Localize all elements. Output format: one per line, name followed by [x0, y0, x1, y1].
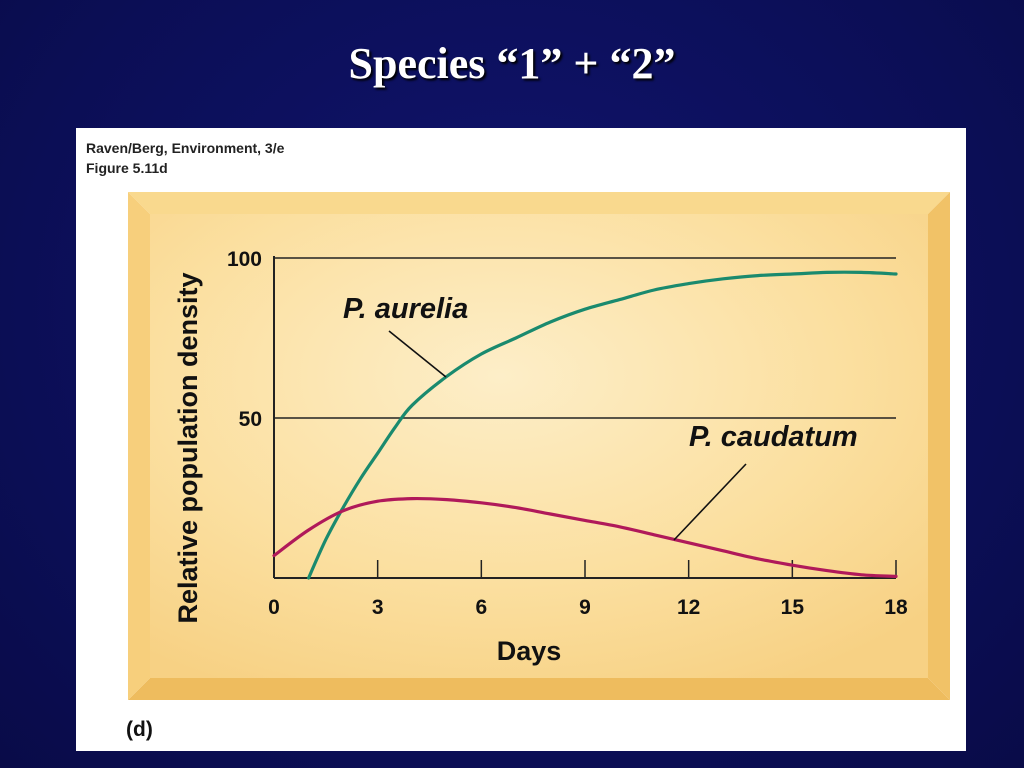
- panel-label: (d): [126, 718, 153, 741]
- series-label-caudatum: P. caudatum: [689, 421, 858, 453]
- y-axis-ticks: 50 100: [227, 248, 262, 431]
- credit-figure-number: Figure 5.11d: [86, 160, 168, 176]
- x-tick-label-3: 3: [372, 596, 384, 619]
- x-tick-label-15: 15: [781, 596, 805, 619]
- y-tick-label-100: 100: [227, 248, 262, 271]
- series-lines: [272, 270, 898, 580]
- panel-bevel-left: [128, 192, 150, 700]
- panel-bevel-right: [928, 192, 950, 700]
- x-tick-label-12: 12: [677, 596, 700, 619]
- x-tick-label-0: 0: [268, 596, 280, 619]
- credit-source: Raven/Berg, Environment, 3/e: [86, 140, 285, 156]
- x-axis-ticks: 0 3 6 9 12 15 18: [268, 560, 908, 619]
- panel-bevel-top: [128, 192, 950, 214]
- y-axis-title: Relative population density: [173, 272, 203, 623]
- chart-panel: [128, 192, 950, 700]
- x-tick-label-18: 18: [884, 596, 908, 619]
- chart-svg: 0 3 6 9 12 15 18 50 100 Days Relative populatio…: [128, 192, 950, 700]
- figure-credit: Raven/Berg, Environment, 3/e Figure 5.11…: [86, 138, 284, 178]
- y-tick-label-50: 50: [239, 408, 262, 431]
- panel-bevel-bottom: [128, 678, 950, 700]
- gridlines: [274, 257, 896, 419]
- leader-line-caudatum: [673, 463, 747, 541]
- series-label-aurelia: P. aurelia: [343, 293, 468, 325]
- x-axis-title: Days: [497, 636, 562, 666]
- series-line-caudatum: [272, 496, 898, 578]
- x-tick-label-9: 9: [579, 596, 591, 619]
- panel-face: [150, 214, 928, 678]
- series-annotations: P. aurelia P. caudatum: [343, 293, 858, 541]
- series-line-aurelia: [307, 270, 898, 580]
- slide-title: Species “1” + “2”: [348, 39, 676, 88]
- figure-card: Raven/Berg, Environment, 3/e Figure 5.11…: [76, 128, 966, 751]
- leader-line-aurelia: [388, 330, 447, 378]
- x-tick-label-6: 6: [475, 596, 487, 619]
